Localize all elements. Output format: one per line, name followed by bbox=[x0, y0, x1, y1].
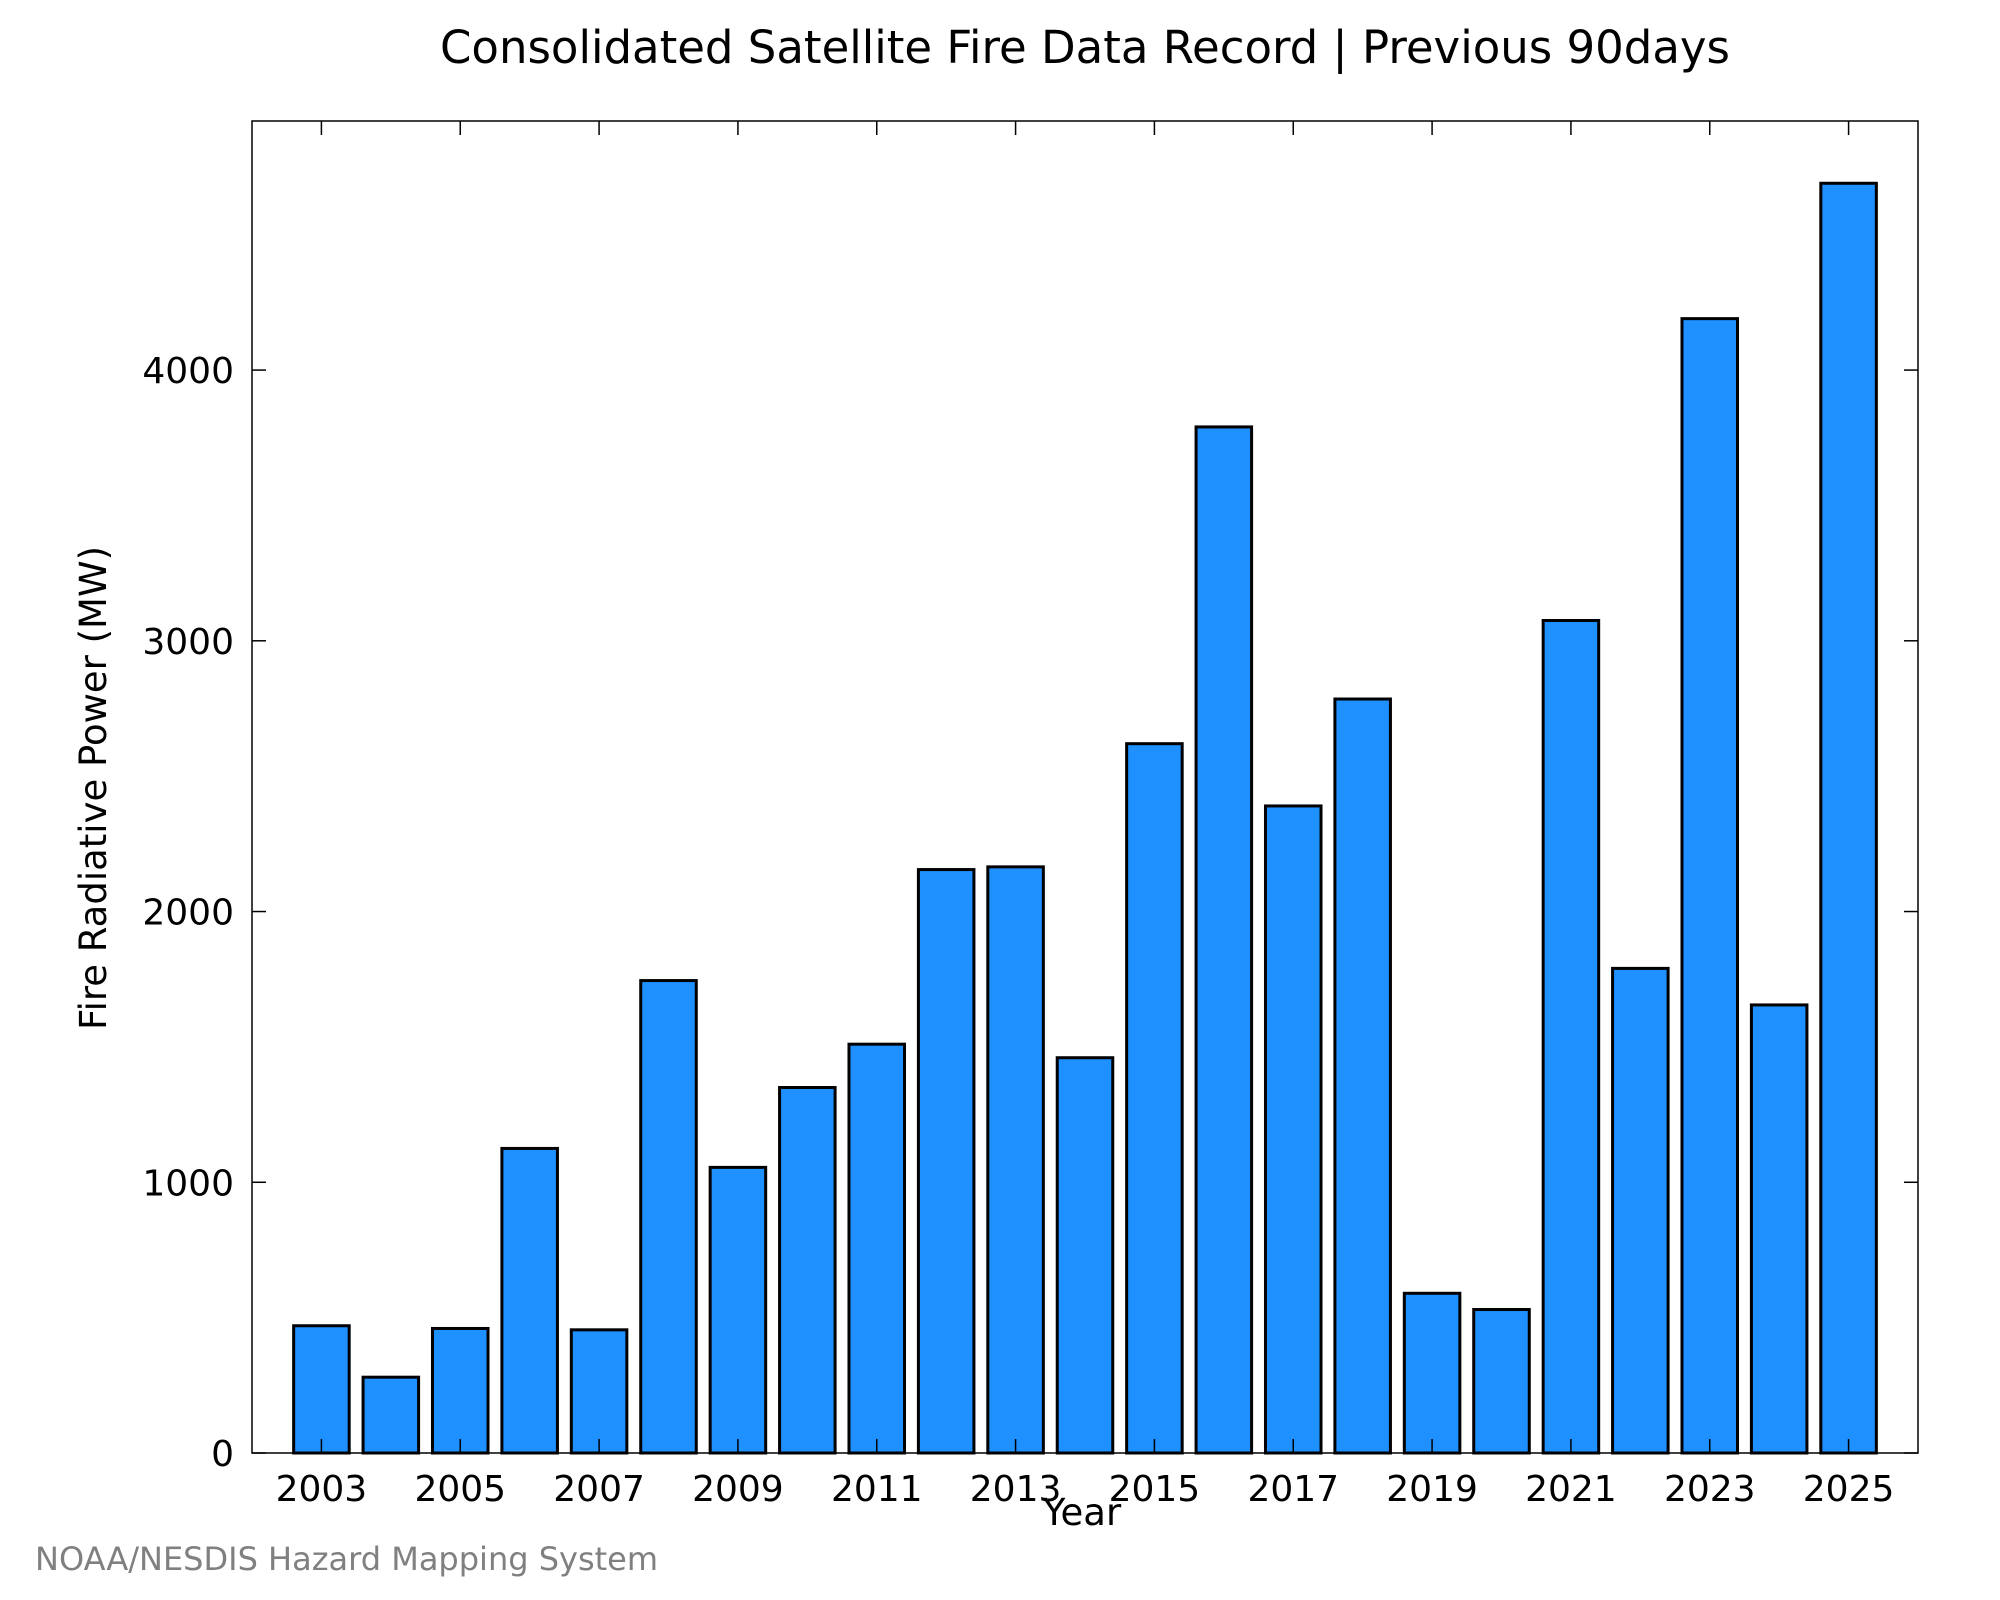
bar-2016 bbox=[1194, 425, 1254, 1455]
footer-credit: NOAA/NESDIS Hazard Mapping System bbox=[35, 1540, 658, 1578]
bar-2003 bbox=[292, 1324, 351, 1455]
x-tick-label-2021: 2021 bbox=[1525, 1469, 1617, 1510]
x-axis-label: Year bbox=[1042, 1491, 1122, 1534]
bar-2012 bbox=[916, 868, 976, 1455]
bar-2019 bbox=[1402, 1291, 1462, 1455]
bar-2022 bbox=[1611, 966, 1670, 1455]
x-tick-label-2011: 2011 bbox=[831, 1469, 923, 1510]
x-tick-label-2025: 2025 bbox=[1803, 1469, 1895, 1510]
bar-2023 bbox=[1680, 317, 1740, 1455]
bar-2007 bbox=[569, 1328, 629, 1455]
bar-2018 bbox=[1333, 697, 1392, 1455]
y-tick-label-3000: 3000 bbox=[142, 622, 234, 663]
x-tick-label-2015: 2015 bbox=[1109, 1469, 1201, 1510]
bar-2005 bbox=[430, 1326, 490, 1455]
bar-2008 bbox=[639, 979, 698, 1455]
bar-2024 bbox=[1749, 1003, 1809, 1455]
bar-2004 bbox=[361, 1375, 421, 1455]
y-tick-label-1000: 1000 bbox=[142, 1163, 234, 1204]
bar-2017 bbox=[1263, 804, 1323, 1455]
x-tick-label-2003: 2003 bbox=[276, 1469, 368, 1510]
x-tick-label-2017: 2017 bbox=[1247, 1469, 1339, 1510]
bar-2021 bbox=[1541, 619, 1601, 1455]
x-tick-label-2007: 2007 bbox=[553, 1469, 645, 1510]
bar-2020 bbox=[1472, 1308, 1531, 1455]
x-tick-label-2013: 2013 bbox=[970, 1469, 1062, 1510]
bars-group bbox=[292, 181, 1878, 1455]
bar-2011 bbox=[847, 1042, 907, 1455]
bar-2010 bbox=[778, 1086, 837, 1455]
x-tick-label-2005: 2005 bbox=[414, 1469, 506, 1510]
bar-2015 bbox=[1125, 742, 1184, 1455]
chart-title: Consolidated Satellite Fire Data Record … bbox=[440, 21, 1730, 74]
y-tick-label-0: 0 bbox=[211, 1434, 234, 1475]
bar-2013 bbox=[986, 865, 1045, 1455]
x-tick-label-2023: 2023 bbox=[1664, 1469, 1756, 1510]
bar-2009 bbox=[708, 1165, 768, 1455]
bar-2014 bbox=[1055, 1056, 1115, 1455]
y-axis-label: Fire Radiative Power (MW) bbox=[72, 546, 115, 1030]
y-tick-label-2000: 2000 bbox=[142, 893, 234, 934]
plot-frame bbox=[251, 120, 1919, 1454]
x-tick-label-2009: 2009 bbox=[692, 1469, 784, 1510]
y-tick-label-4000: 4000 bbox=[142, 351, 234, 392]
x-tick-label-2019: 2019 bbox=[1386, 1469, 1478, 1510]
tick-labels-group: 2003 2005 2007 2009 2011 2013 2015 2017 2019 2021… bbox=[142, 351, 1894, 1510]
bar-2025 bbox=[1819, 181, 1878, 1455]
bar-2006 bbox=[500, 1146, 559, 1455]
